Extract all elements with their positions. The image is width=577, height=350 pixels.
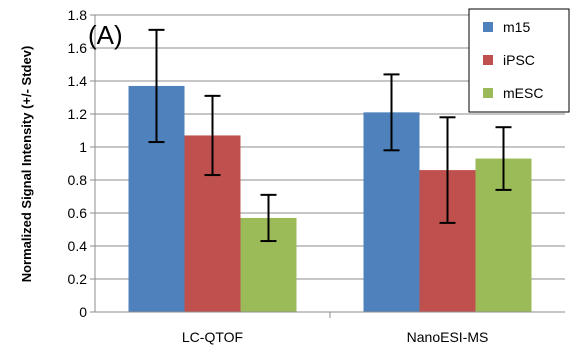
y-axis-title: Normalized Signal Intensity (+/- Stdev) bbox=[19, 46, 34, 283]
y-tick-label: 0.4 bbox=[68, 238, 88, 254]
y-tick-labels: 0 0.2 0.4 0.6 0.8 1 1.2 1.4 1.6 1.8 bbox=[68, 7, 88, 320]
legend-swatch-m15 bbox=[483, 22, 493, 32]
y-tick-label: 1.4 bbox=[68, 73, 88, 89]
legend-swatch-iPSC bbox=[483, 55, 493, 65]
y-tick-label: 1.2 bbox=[68, 106, 88, 122]
panel-label: (A) bbox=[88, 20, 123, 50]
legend-label-iPSC: iPSC bbox=[503, 52, 535, 68]
y-tick-label: 0.2 bbox=[68, 271, 88, 287]
y-tick-label: 1.8 bbox=[68, 7, 88, 23]
y-tick-label: 1.6 bbox=[68, 40, 88, 56]
y-tick-label: 0.6 bbox=[68, 205, 88, 221]
legend-label-mESC: mESC bbox=[503, 85, 543, 101]
x-tick-label: LC-QTOF bbox=[182, 329, 243, 345]
legend: m15 iPSC mESC bbox=[468, 8, 570, 113]
x-tick-labels: LC-QTOF NanoESI-MS bbox=[182, 329, 488, 345]
x-tick-label: NanoESI-MS bbox=[407, 329, 489, 345]
axes bbox=[94, 15, 565, 318]
y-tick-label: 1 bbox=[79, 139, 87, 155]
y-tick-label: 0 bbox=[79, 304, 87, 320]
error-bars bbox=[148, 28, 512, 243]
bars bbox=[128, 85, 532, 312]
legend-label-m15: m15 bbox=[503, 19, 530, 35]
legend-swatch-mESC bbox=[483, 88, 493, 98]
y-tick-label: 0.8 bbox=[68, 172, 88, 188]
